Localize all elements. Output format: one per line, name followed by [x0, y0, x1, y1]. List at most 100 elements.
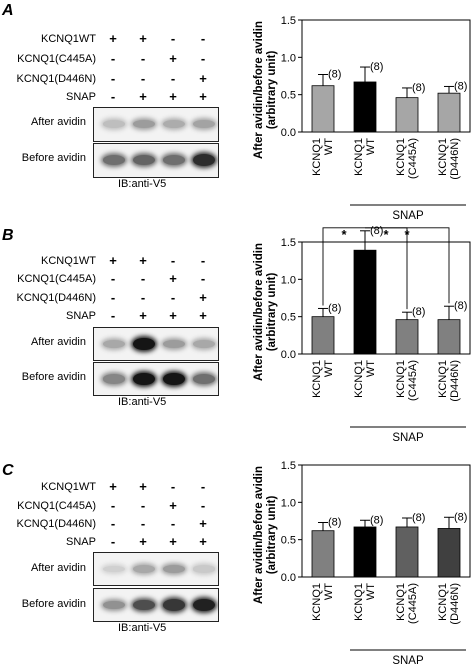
bar [395, 526, 419, 578]
row-label-kcnq1wt: KCNQ1WT [41, 255, 96, 267]
blot-band [133, 337, 155, 351]
y-axis-label: After avidin/before avidin(arbitrary uni… [253, 21, 278, 159]
category-label: KCNQ1(D446N) [437, 138, 461, 180]
blot-label-before-avidin: Before avidin [21, 371, 86, 383]
group-label: SNAP [392, 655, 424, 667]
significance-star: * [383, 227, 389, 242]
sign-mark: + [199, 290, 207, 305]
blot-band [193, 565, 215, 573]
sign-mark: + [169, 498, 177, 513]
y-tick-label: 1.0 [281, 497, 296, 509]
blot-band [193, 598, 215, 612]
sign-mark: - [200, 31, 206, 46]
sign-mark: + [169, 271, 177, 286]
sign-mark: - [200, 51, 206, 66]
bar [437, 528, 461, 578]
y-tick-label: 1.0 [281, 52, 296, 64]
panel-letter-b: B [2, 227, 14, 244]
panel-letter-c: C [2, 462, 14, 479]
n-label: (8) [454, 80, 467, 92]
significance-bracket [322, 227, 365, 306]
sign-mark: - [170, 31, 176, 46]
y-axis-label: After avidin/before avidin(arbitrary uni… [253, 466, 278, 604]
plot-frame [301, 19, 471, 133]
blot-band [163, 564, 185, 574]
sign-mark: - [110, 534, 116, 549]
sign-mark: + [139, 308, 147, 323]
sign-mark: - [170, 290, 176, 305]
category-label: KCNQ1(C445A) [395, 138, 419, 179]
sign-mark: + [199, 89, 207, 104]
bar [311, 530, 335, 578]
blot-band [163, 339, 185, 349]
blot-before-avidin [93, 588, 219, 622]
n-label: (8) [454, 511, 467, 523]
bar [353, 526, 377, 578]
blot-band [163, 372, 185, 386]
sign-mark: + [139, 253, 147, 268]
sign-mark: - [140, 516, 146, 531]
blot-band [193, 119, 215, 129]
category-label: KCNQ1WT [311, 360, 335, 398]
blot-band [163, 120, 185, 128]
y-tick-label: 0.0 [281, 127, 296, 139]
bar [395, 319, 419, 355]
row-label-d446n: KCNQ1(D446N) [16, 518, 96, 530]
category-label: KCNQ1(D446N) [437, 360, 461, 402]
blot-band [133, 372, 155, 386]
blot-band [103, 120, 125, 128]
row-label-snap: SNAP [66, 91, 96, 103]
bar [353, 249, 377, 355]
n-label: (8) [412, 306, 425, 318]
sign-mark: - [110, 290, 116, 305]
blot-label-after-avidin: After avidin [30, 562, 86, 574]
row-label-d446n: KCNQ1(D446N) [16, 292, 96, 304]
ib-label: IB:anti-V5 [118, 622, 167, 634]
blot-band [103, 339, 125, 349]
bar [437, 92, 461, 133]
sign-mark: + [199, 534, 207, 549]
sign-mark: + [169, 308, 177, 323]
sign-mark: - [140, 271, 146, 286]
category-label: KCNQ1(D446N) [437, 583, 461, 625]
sign-mark: + [169, 89, 177, 104]
blot-band [103, 155, 125, 165]
sign-mark: - [140, 51, 146, 66]
blot-after-avidin [93, 552, 219, 586]
n-label: (8) [412, 82, 425, 94]
plot-frame [301, 464, 471, 578]
significance-star: * [341, 227, 347, 242]
blot-before-avidin [93, 362, 219, 396]
category-label: KCNQ1WT [311, 583, 335, 621]
bar [311, 316, 335, 355]
bar [395, 97, 419, 133]
sign-mark: + [109, 479, 117, 494]
row-label-c445a: KCNQ1(C445A) [17, 500, 96, 512]
blot-band [193, 154, 215, 166]
blot-before-avidin [93, 143, 219, 178]
blot-label-before-avidin: Before avidin [21, 152, 86, 164]
blot-band [133, 599, 155, 611]
blot-after-avidin [93, 107, 219, 142]
blot-band [103, 600, 125, 610]
blot-band [103, 565, 125, 573]
category-label: KCNQ1(C445A) [395, 583, 419, 624]
plot-frame [301, 241, 471, 355]
group-label: SNAP [392, 210, 424, 222]
sign-mark: - [170, 516, 176, 531]
ib-label: IB:anti-V5 [118, 396, 167, 408]
sign-mark: - [110, 51, 116, 66]
row-label-c445a: KCNQ1(C445A) [17, 273, 96, 285]
sign-mark: - [200, 479, 206, 494]
y-tick-label: 0.5 [281, 90, 296, 102]
y-tick-label: 1.5 [281, 460, 296, 472]
sign-mark: - [200, 498, 206, 513]
sign-mark: - [110, 516, 116, 531]
category-label: KCNQ1WT [353, 583, 377, 621]
sign-mark: + [109, 31, 117, 46]
blot-band [163, 599, 185, 611]
blot-band [133, 119, 155, 129]
y-tick-label: 0.0 [281, 572, 296, 584]
